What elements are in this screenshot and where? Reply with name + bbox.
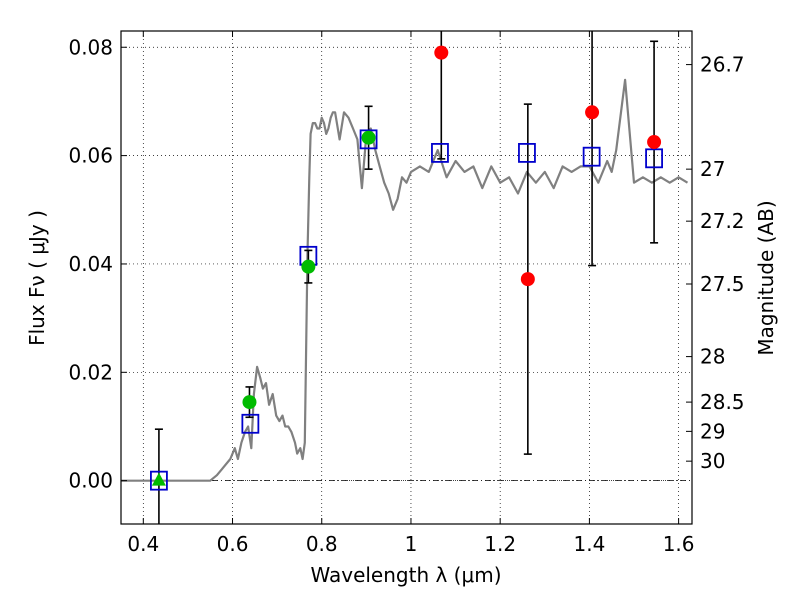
y-tick-label: 0.04 bbox=[68, 252, 113, 276]
x-tick-label: 1.2 bbox=[484, 532, 516, 556]
right-tick-label: 28.5 bbox=[700, 390, 745, 414]
right-tick-label: 27 bbox=[700, 157, 725, 181]
y-axis-right-label: Magnitude (AB) bbox=[754, 200, 778, 355]
y-tick-label: 0.08 bbox=[68, 35, 113, 59]
x-tick-label: 0.4 bbox=[127, 532, 159, 556]
right-tick-label: 28 bbox=[700, 345, 725, 369]
square-marker bbox=[518, 142, 536, 163]
plot-frame bbox=[120, 30, 693, 525]
axis-ticks bbox=[121, 31, 692, 524]
y-tick-label: 0.00 bbox=[68, 469, 113, 493]
right-tick-label: 27.5 bbox=[700, 272, 745, 296]
y-tick-label: 0.02 bbox=[68, 360, 113, 384]
x-axis-label: Wavelength λ (μm) bbox=[310, 563, 501, 587]
square-marker bbox=[645, 148, 663, 169]
y-axis-label: Flux Fν ( μJy ) bbox=[25, 210, 49, 346]
circle-marker bbox=[520, 272, 535, 287]
y-tick-label: 0.06 bbox=[68, 144, 113, 168]
right-tick-label: 30 bbox=[700, 449, 725, 473]
square-marker bbox=[150, 470, 168, 491]
circle-marker bbox=[361, 130, 376, 145]
x-tick-label: 1.4 bbox=[573, 532, 605, 556]
circle-marker bbox=[301, 259, 316, 274]
x-tick-label: 0.8 bbox=[306, 532, 338, 556]
x-tick-label: 1.6 bbox=[663, 532, 695, 556]
model-spectrum-line bbox=[121, 78, 689, 482]
right-tick-label: 27.2 bbox=[700, 209, 745, 233]
circle-marker bbox=[242, 395, 257, 410]
tick-labels: 0.4 0.6 0.8 1 1.2 1.4 1.6 0.00 0.02 0.04 0.06 0.08 2… bbox=[68, 35, 744, 556]
square-marker bbox=[241, 413, 260, 434]
circle-marker bbox=[585, 105, 600, 120]
circle-marker bbox=[434, 45, 449, 60]
x-tick-label: 1 bbox=[405, 532, 418, 556]
square-marker bbox=[582, 146, 601, 167]
plot-area bbox=[121, 31, 689, 524]
grid bbox=[121, 31, 692, 524]
x-tick-label: 0.6 bbox=[217, 532, 249, 556]
circle-marker bbox=[647, 135, 662, 150]
square-marker bbox=[431, 142, 449, 163]
right-tick-label: 29 bbox=[700, 419, 725, 443]
right-tick-label: 26.7 bbox=[700, 53, 745, 77]
triangle-marker bbox=[151, 472, 166, 486]
square-marker bbox=[359, 129, 378, 150]
